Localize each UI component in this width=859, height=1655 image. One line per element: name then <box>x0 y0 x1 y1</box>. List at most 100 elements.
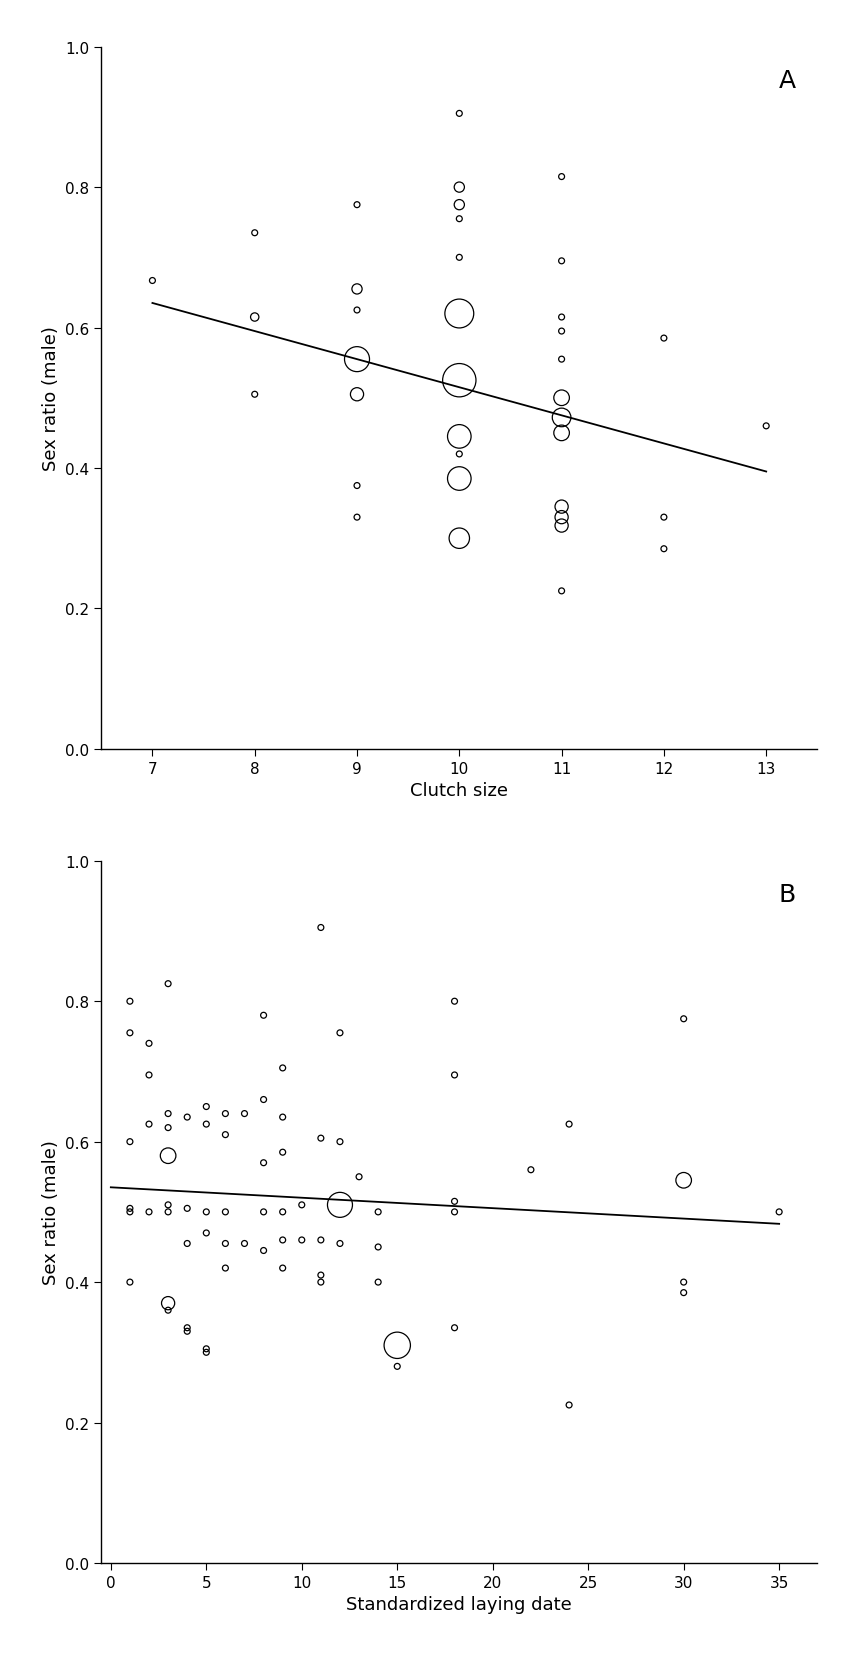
Y-axis label: Sex ratio (male): Sex ratio (male) <box>42 326 59 472</box>
Point <box>218 1198 232 1225</box>
Point <box>180 1195 194 1221</box>
Point <box>276 1054 289 1081</box>
Point <box>350 346 364 372</box>
Point <box>448 1314 461 1341</box>
Point <box>314 915 328 942</box>
Point <box>314 1269 328 1296</box>
Point <box>555 505 569 531</box>
Point <box>677 1269 691 1296</box>
Point <box>333 1129 347 1155</box>
Point <box>352 1163 366 1190</box>
Point <box>161 1291 175 1317</box>
Point <box>123 1129 137 1155</box>
Point <box>657 505 671 531</box>
Point <box>371 1198 385 1225</box>
Point <box>314 1125 328 1152</box>
Point <box>276 1254 289 1281</box>
Y-axis label: Sex ratio (male): Sex ratio (male) <box>42 1140 59 1284</box>
Point <box>448 1188 461 1215</box>
Point <box>295 1192 308 1218</box>
Point <box>555 164 569 190</box>
Point <box>161 971 175 998</box>
Point <box>248 220 262 247</box>
Point <box>555 513 569 540</box>
Point <box>657 326 671 353</box>
Point <box>180 1317 194 1344</box>
Point <box>276 1104 289 1130</box>
Point <box>555 495 569 521</box>
Point <box>218 1101 232 1127</box>
Point <box>295 1226 308 1253</box>
Point <box>161 1298 175 1324</box>
Point <box>390 1332 404 1359</box>
Point <box>145 268 159 295</box>
Point <box>453 175 466 202</box>
Point <box>555 305 569 331</box>
Point <box>257 1087 271 1114</box>
Point <box>453 526 466 553</box>
Point <box>555 578 569 604</box>
X-axis label: Standardized laying date: Standardized laying date <box>346 1595 572 1614</box>
X-axis label: Clutch size: Clutch size <box>411 781 509 799</box>
Point <box>276 1198 289 1225</box>
Point <box>218 1230 232 1256</box>
Point <box>257 1198 271 1225</box>
Point <box>248 382 262 409</box>
Point <box>142 1063 155 1089</box>
Point <box>276 1226 289 1253</box>
Point <box>238 1101 252 1127</box>
Point <box>563 1111 576 1137</box>
Point <box>218 1122 232 1149</box>
Point <box>448 988 461 1015</box>
Point <box>161 1142 175 1168</box>
Point <box>453 192 466 218</box>
Point <box>199 1111 213 1137</box>
Point <box>123 1019 137 1046</box>
Point <box>390 1354 404 1380</box>
Point <box>142 1111 155 1137</box>
Point <box>218 1254 232 1281</box>
Point <box>123 988 137 1015</box>
Point <box>314 1226 328 1253</box>
Point <box>161 1192 175 1218</box>
Point <box>448 1063 461 1089</box>
Point <box>350 382 364 409</box>
Point <box>555 405 569 432</box>
Point <box>677 1279 691 1306</box>
Point <box>453 245 466 271</box>
Point <box>199 1094 213 1120</box>
Point <box>524 1157 538 1183</box>
Point <box>123 1198 137 1225</box>
Point <box>142 1031 155 1058</box>
Point <box>248 305 262 331</box>
Point <box>276 1139 289 1165</box>
Point <box>555 248 569 275</box>
Point <box>161 1115 175 1142</box>
Point <box>677 1167 691 1193</box>
Point <box>199 1220 213 1246</box>
Point <box>161 1198 175 1225</box>
Point <box>555 346 569 372</box>
Point <box>453 424 466 450</box>
Point <box>142 1198 155 1225</box>
Point <box>453 442 466 468</box>
Point <box>563 1392 576 1418</box>
Point <box>555 386 569 412</box>
Point <box>555 420 569 447</box>
Point <box>350 473 364 500</box>
Point <box>657 536 671 563</box>
Point <box>180 1230 194 1256</box>
Point <box>180 1104 194 1130</box>
Point <box>333 1230 347 1256</box>
Point <box>772 1198 786 1225</box>
Point <box>453 207 466 233</box>
Point <box>333 1019 347 1046</box>
Point <box>453 301 466 328</box>
Point <box>350 192 364 218</box>
Point <box>759 414 773 440</box>
Point <box>180 1314 194 1341</box>
Point <box>199 1198 213 1225</box>
Point <box>371 1269 385 1296</box>
Point <box>453 367 466 394</box>
Point <box>371 1235 385 1261</box>
